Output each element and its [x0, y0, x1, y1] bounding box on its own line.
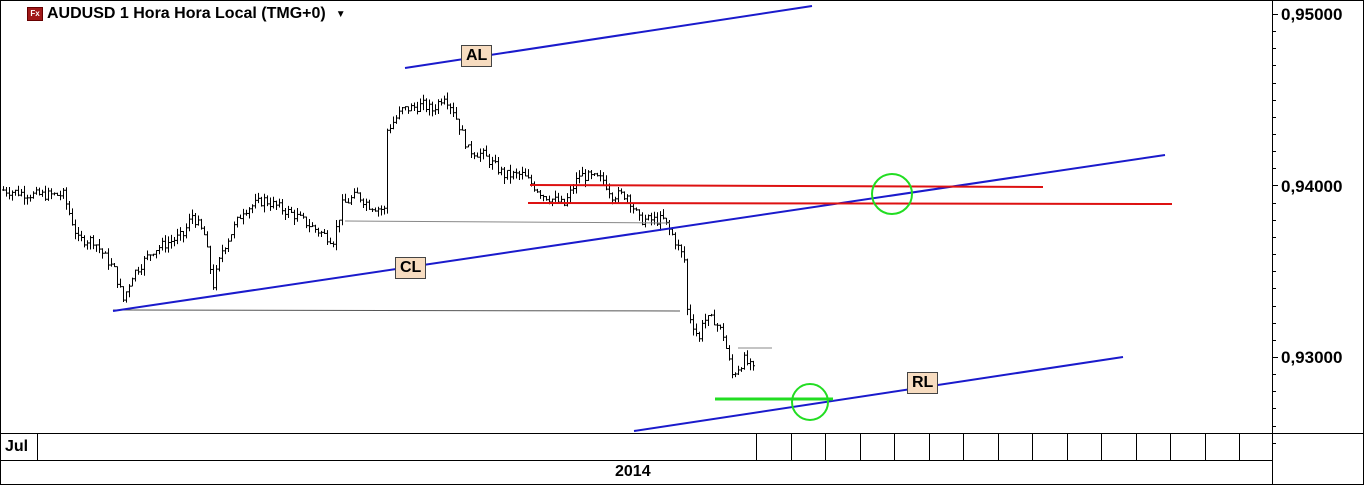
- x-label-month: Jul: [5, 438, 29, 455]
- trendline-rl[interactable]: [633, 356, 1124, 432]
- y-tick-label: 0,93000: [1281, 348, 1343, 367]
- resistance-line[interactable]: [529, 184, 1044, 188]
- trendline-cl[interactable]: [112, 154, 1166, 312]
- circle-marker[interactable]: [871, 173, 913, 215]
- caret-down-icon[interactable]: ▼: [335, 8, 346, 20]
- gray-level-line[interactable]: [112, 309, 681, 312]
- fx-icon: Fx: [27, 7, 43, 21]
- x-label-year: 2014: [615, 463, 651, 480]
- label-cl[interactable]: CL: [395, 257, 427, 279]
- circle-marker[interactable]: [791, 383, 829, 421]
- title-text: AUDUSD 1 Hora Hora Local (TMG+0): [47, 5, 326, 22]
- y-tick-label: 0,95000: [1281, 5, 1343, 24]
- gray-level-line[interactable]: [344, 220, 671, 224]
- chart-title[interactable]: Fx AUDUSD 1 Hora Hora Local (TMG+0) ▼: [27, 5, 346, 23]
- label-rl[interactable]: RL: [907, 372, 939, 394]
- y-tick-label: 0,94000: [1281, 177, 1343, 196]
- label-al[interactable]: AL: [461, 45, 493, 67]
- resistance-line[interactable]: [527, 202, 1173, 205]
